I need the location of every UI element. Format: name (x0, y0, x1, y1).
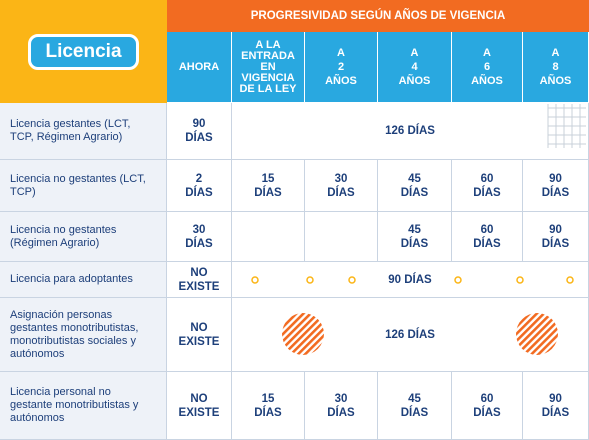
row-label-text: Asignación personas gestantes monotribut… (10, 308, 139, 360)
column-header: AHORA (167, 32, 232, 103)
row-label: Licencia gestantes (LCT, TCP, Régimen Ag… (0, 103, 167, 160)
row-label-text: Licencia para adoptantes (10, 273, 133, 285)
value-cell: 45 DÍAS (378, 212, 452, 262)
value-cell: 30 DÍAS (305, 372, 378, 440)
value-cell-text: 45 DÍAS (400, 172, 429, 199)
now-cell: 30 DÍAS (167, 212, 232, 262)
column-header: A 8 AÑOS (523, 32, 589, 103)
empty-cell (232, 212, 305, 262)
value-cell-text: 60 DÍAS (473, 223, 501, 250)
now-cell: NO EXISTE (167, 298, 232, 372)
span-cell-text: 90 DÍAS (388, 273, 432, 286)
now-cell-text: NO EXISTE (178, 321, 220, 348)
span-cell: 126 DÍAS (232, 103, 589, 160)
value-cell-text: 45 DÍAS (400, 392, 429, 419)
value-cell: 30 DÍAS (305, 160, 378, 212)
now-cell-text: 30 DÍAS (185, 223, 213, 250)
value-cell: 90 DÍAS (523, 372, 589, 440)
now-cell: 90 DÍAS (167, 103, 232, 160)
span-cell: 126 DÍAS (232, 298, 589, 372)
column-header-text: A 4 AÑOS (398, 47, 431, 87)
now-cell-text: NO EXISTE (178, 266, 220, 293)
value-cell: 60 DÍAS (452, 212, 523, 262)
row-label-text: Licencia personal no gestante monotribut… (10, 386, 139, 424)
value-cell-text: 60 DÍAS (473, 392, 501, 419)
row-label: Licencia personal no gestante monotribut… (0, 372, 167, 440)
now-cell-text: 90 DÍAS (185, 118, 213, 144)
now-cell: 2 DÍAS (167, 160, 232, 212)
value-cell-text: 90 DÍAS (541, 172, 570, 199)
column-header: A 2 AÑOS (305, 32, 378, 103)
value-cell-text: 30 DÍAS (327, 392, 355, 419)
value-cell: 15 DÍAS (232, 160, 305, 212)
now-cell-text: NO EXISTE (178, 392, 220, 419)
value-cell-text: 90 DÍAS (541, 223, 570, 250)
span-cell-text: 126 DÍAS (385, 125, 435, 137)
value-cell: 90 DÍAS (523, 212, 589, 262)
row-label: Licencia para adoptantes (0, 262, 167, 298)
row-label: Asignación personas gestantes monotribut… (0, 298, 167, 372)
row-label-text: Licencia no gestantes (LCT, TCP) (10, 172, 146, 198)
row-label-text: Licencia gestantes (LCT, TCP, Régimen Ag… (10, 118, 131, 143)
row-label: Licencia no gestantes (LCT, TCP) (0, 160, 167, 212)
value-cell-text: 15 DÍAS (254, 172, 282, 199)
row-label: Licencia no gestantes (Régimen Agrario) (0, 212, 167, 262)
column-header-text: A 6 AÑOS (471, 47, 503, 87)
row-label-text: Licencia no gestantes (Régimen Agrario) (10, 223, 117, 249)
now-cell-text: 2 DÍAS (185, 172, 213, 199)
value-cell: 15 DÍAS (232, 372, 305, 440)
value-cell: 60 DÍAS (452, 372, 523, 440)
badge-area: Licencia (0, 0, 167, 103)
column-header: A 4 AÑOS (378, 32, 452, 103)
title: PROGRESIVIDAD SEGÚN AÑOS DE VIGENCIA (167, 0, 589, 32)
value-cell: 45 DÍAS (378, 372, 452, 440)
value-cell-text: 60 DÍAS (473, 172, 501, 199)
empty-cell (305, 212, 378, 262)
column-header-text: A 2 AÑOS (325, 47, 357, 87)
now-cell: NO EXISTE (167, 372, 232, 440)
column-header-text: AHORA (178, 61, 220, 73)
value-cell: 90 DÍAS (523, 160, 589, 212)
now-cell: NO EXISTE (167, 262, 232, 298)
span-cell: 90 DÍAS (232, 262, 589, 298)
badge: Licencia (28, 33, 139, 70)
column-header-text: A LA ENTRADA EN VIGENCIA DE LA LEY (239, 38, 297, 95)
column-header: A LA ENTRADA EN VIGENCIA DE LA LEY (232, 32, 305, 103)
value-cell-text: 45 DÍAS (400, 223, 429, 250)
value-cell: 60 DÍAS (452, 160, 523, 212)
value-cell-text: 30 DÍAS (327, 172, 355, 199)
column-header-text: A 8 AÑOS (539, 47, 572, 87)
span-cell-text: 126 DÍAS (385, 328, 435, 341)
value-cell-text: 90 DÍAS (541, 392, 570, 419)
value-cell: 45 DÍAS (378, 160, 452, 212)
column-header: A 6 AÑOS (452, 32, 523, 103)
value-cell-text: 15 DÍAS (254, 392, 282, 419)
